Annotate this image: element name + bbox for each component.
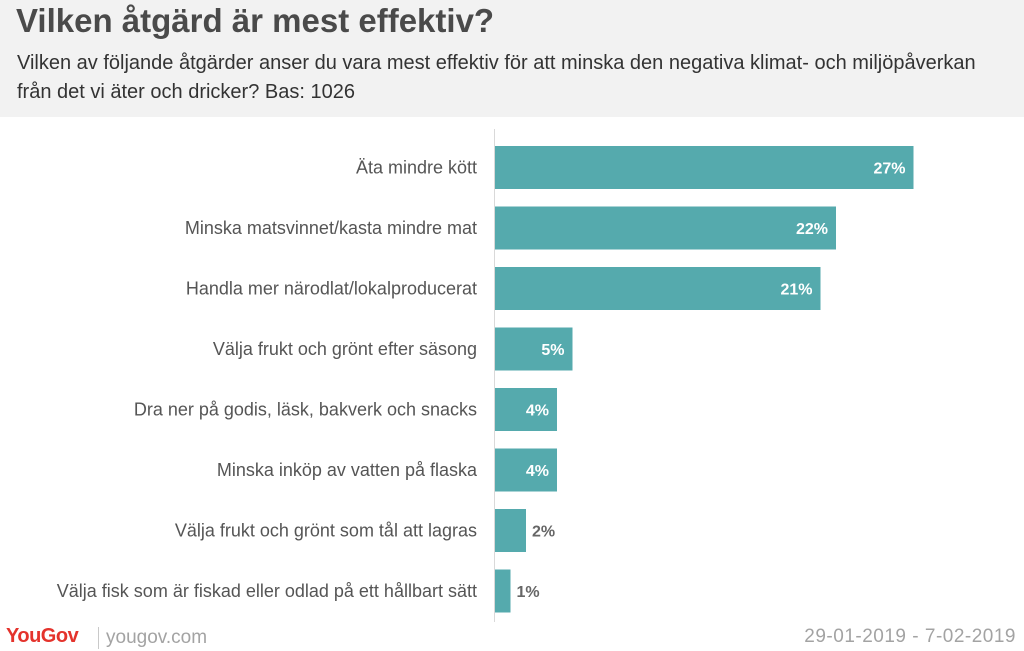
category-label-4: Välja frukt och grönt efter säsong (213, 339, 477, 359)
logo-you: You (6, 625, 41, 647)
value-label-4: 5% (541, 342, 564, 359)
header: Vilken åtgärd är mest effektiv? Vilken a… (0, 0, 1024, 117)
bar-4 (495, 327, 573, 371)
bar-5 (495, 388, 557, 431)
value-label-3: 21% (780, 282, 812, 299)
category-label-7: Välja frukt och grönt som tål att lagras (175, 521, 477, 541)
footer-site-link[interactable]: yougov.com (106, 627, 208, 648)
logo-gov: Gov (40, 625, 79, 647)
page-subtitle: Vilken av följande åtgärder anser du var… (17, 52, 976, 103)
footer-date-range: 29-01-2019 - 7-02-2019 (804, 626, 1016, 647)
page-title: Vilken åtgärd är mest effektiv? (16, 2, 495, 39)
bar-3 (495, 267, 821, 310)
bar-2 (495, 206, 836, 250)
category-label-8: Välja fisk som är fiskad eller odlad på … (57, 581, 477, 601)
value-label-1: 27% (873, 161, 905, 178)
bars-group: Äta mindre kött 27% Minska matsvinnet/kast… (57, 146, 914, 613)
value-label-7: 2% (532, 524, 555, 541)
value-label-6: 4% (526, 463, 549, 480)
category-label-2: Minska matsvinnet/kasta mindre mat (185, 218, 477, 238)
category-label-5: Dra ner på godis, läsk, bakverk och snac… (134, 400, 477, 420)
bar-6 (495, 448, 557, 492)
category-label-6: Minska inköp av vatten på flaska (217, 460, 478, 480)
bar-7 (495, 509, 526, 552)
value-label-8: 1% (517, 584, 540, 601)
category-label-3: Handla mer närodlat/lokalproducerat (186, 279, 477, 299)
category-label-1: Äta mindre kött (356, 158, 477, 178)
bar-1 (495, 146, 914, 189)
value-label-2: 22% (796, 221, 828, 238)
bar-8 (495, 569, 511, 613)
value-label-5: 4% (526, 403, 549, 420)
footer-separator (98, 627, 99, 649)
yougov-logo: YouGov (6, 625, 79, 648)
bar-chart: Äta mindre kött 27% Minska matsvinnet/kast… (57, 129, 914, 622)
